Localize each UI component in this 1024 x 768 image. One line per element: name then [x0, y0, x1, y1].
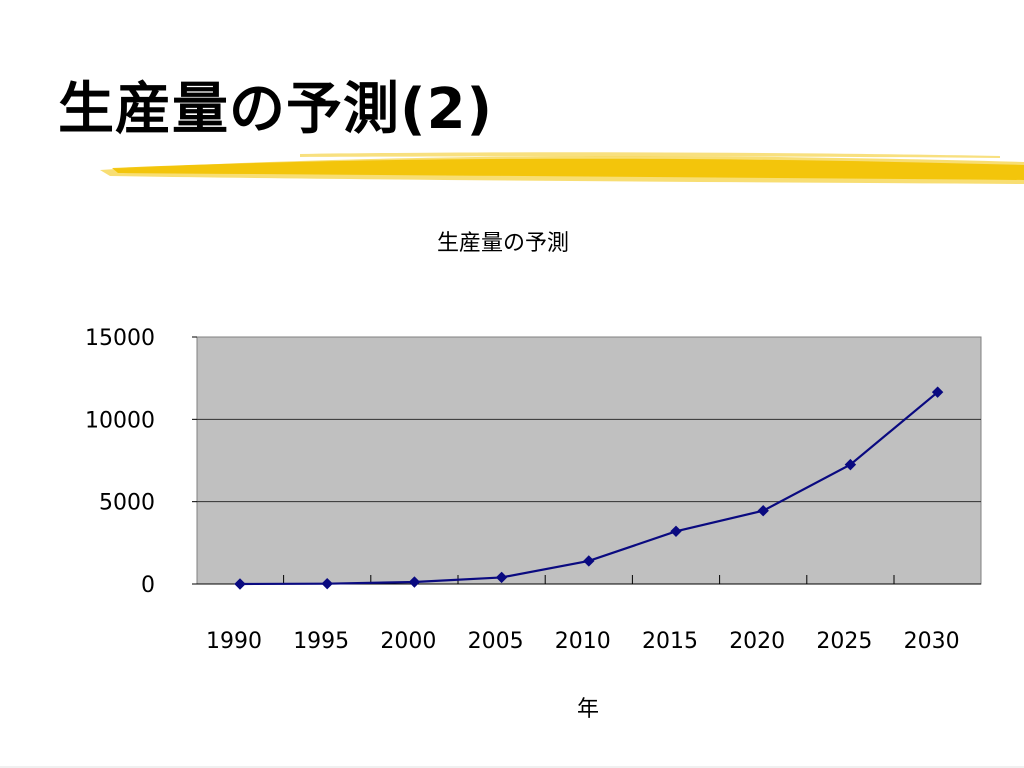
x-tick-label: 2010 [555, 629, 611, 654]
x-tick-label: 2030 [904, 629, 960, 654]
x-axis: 1990 1995 2000 2005 2010 2015 2020 2025 2030 [197, 575, 981, 654]
x-tick-label: 1995 [293, 629, 349, 654]
brush-stroke-streak [300, 152, 1000, 158]
data-point-marker [844, 458, 857, 471]
brush-stroke-core [112, 158, 1024, 180]
x-tick-label: 2025 [816, 629, 872, 654]
data-point-marker [757, 505, 769, 517]
x-tick-label: 2000 [380, 629, 436, 654]
data-point-marker [321, 577, 333, 590]
x-tick-label: 2015 [642, 629, 698, 654]
x-tick-label: 2020 [729, 629, 785, 654]
y-tick-label: 0 [141, 573, 155, 598]
data-point-marker [234, 578, 246, 590]
plot-area [196, 336, 982, 585]
data-point-marker [408, 576, 421, 588]
y-tick-label: 5000 [99, 491, 155, 516]
slide-title: 生産量の予測(2) [58, 77, 494, 142]
x-tick-label: 2005 [468, 629, 524, 654]
x-tick-label: 1990 [206, 629, 262, 654]
data-point-marker [670, 525, 682, 538]
y-tick-label: 15000 [85, 326, 155, 351]
y-axis: 0 5000 10000 15000 [85, 326, 197, 598]
series-group [234, 386, 944, 590]
y-tick-label: 10000 [85, 408, 155, 433]
slide-footer-strip [0, 766, 1024, 768]
data-point-marker [583, 555, 595, 567]
x-axis-label: 年 [577, 697, 599, 722]
chart-title: 生産量の予測 [437, 231, 569, 256]
grid-lines [197, 418, 981, 503]
data-point-marker [495, 571, 508, 584]
data-point-marker [931, 386, 944, 398]
